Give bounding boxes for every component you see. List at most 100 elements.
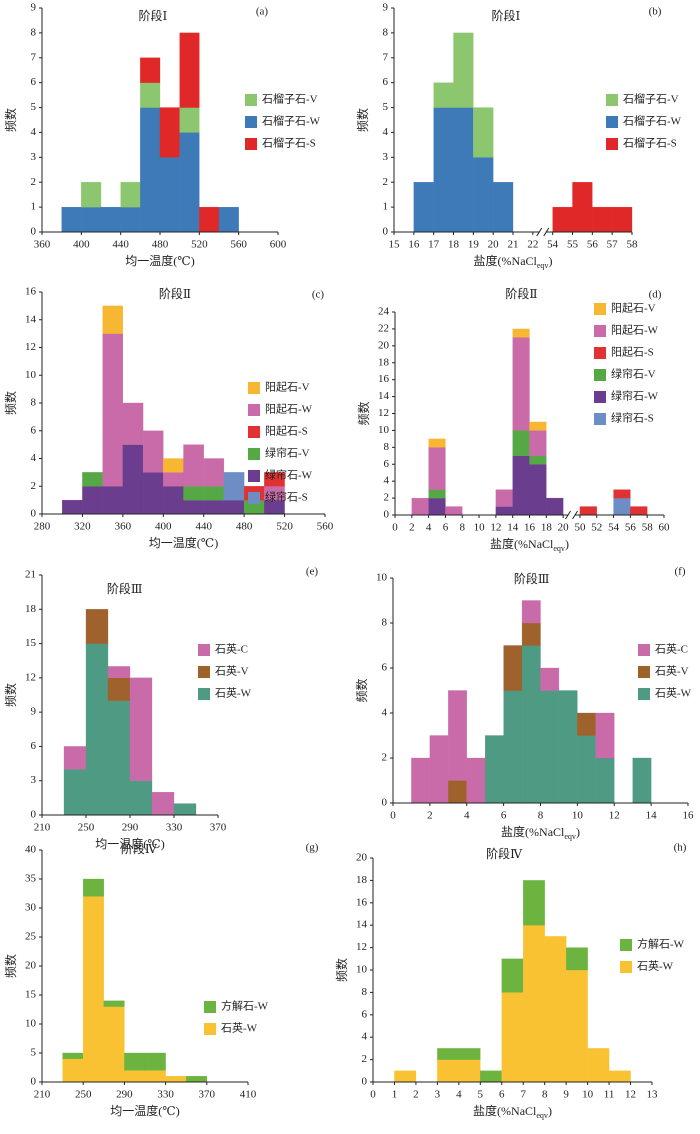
x-tick-label: 11 [604,1089,615,1101]
legend-label: 绿帘石-W [265,468,313,482]
panel-title: 阶段Ⅰ [139,8,168,23]
bar [183,444,204,487]
bar [183,486,204,501]
x-tick-label: 210 [34,822,51,834]
x-tick-label: 10 [474,522,486,534]
bar [179,132,200,233]
bar [81,206,102,233]
x-tick-label: 330 [166,822,183,834]
y-tick-label: 2 [31,480,37,492]
bar [453,107,474,233]
y-axis-label: 频数 [354,678,369,702]
bar [140,107,161,233]
bar [144,1070,166,1083]
x-tick-label: 1 [392,1089,398,1101]
y-tick-label: 6 [383,76,389,88]
x-axis-label-main: 盐度(%NaCl [473,1103,537,1118]
bar [63,746,87,770]
bar [179,32,200,108]
x-axis-label-main: 均一温度(℃) [110,1103,179,1118]
x-tick-label: 0 [390,810,396,822]
bar [413,182,434,233]
x-tick-label: 56 [625,522,637,534]
x-axis-label-main: 盐度(%NaCl [501,824,565,839]
x-tick-label: 4 [464,810,470,822]
legend-swatch [638,644,650,656]
legend-swatch [248,426,260,438]
x-tick-label: 12 [625,1089,636,1101]
bar [61,206,82,233]
legend-swatch [198,644,210,656]
bar [512,455,530,516]
x-axis-label: 盐度(%NaCleqv) [501,824,580,842]
legend-label: 石英-W [215,686,252,700]
legend-label: 石英-V [655,664,689,678]
bar [512,430,530,456]
y-tick-label: 0 [31,1076,37,1088]
bar [632,757,652,804]
legend-swatch [245,138,257,150]
x-tick-label: 600 [270,239,287,251]
bar [203,458,225,487]
x-axis-label-main: 均一温度(℃) [125,253,194,268]
bar [264,472,285,487]
bar [159,157,180,233]
bar [501,992,524,1083]
bar [445,506,463,516]
y-tick-label: 20 [356,852,368,864]
x-tick-label: 7 [520,1089,526,1101]
bar [102,305,124,334]
x-tick-label: 52 [591,522,602,534]
bar [124,1070,146,1083]
y-tick-label: 8 [31,397,37,409]
legend-swatch [594,391,606,403]
bar [163,472,184,487]
legend-label: 方解石-W [637,937,685,951]
y-tick-label: 12 [25,671,36,683]
legend-swatch [606,116,618,128]
legend-label: 石榴子石-S [262,136,316,150]
panel-label: (a) [256,6,269,18]
y-tick-label: 30 [25,902,37,914]
y-tick-label: 10 [378,424,390,436]
x-tick-label: 0 [392,522,398,534]
y-tick-label: 0 [31,809,37,821]
bar [608,1070,631,1083]
y-tick-label: 14 [378,390,390,402]
bar [595,757,615,804]
x-axis-label: 均一温度(℃) [125,253,194,268]
x-tick-label: 440 [195,521,212,533]
legend-swatch [606,94,618,106]
bar [120,206,141,233]
bar [613,489,631,499]
bar [485,735,504,804]
legend-label: 绿帘石-V [611,367,656,381]
bar [129,780,153,816]
y-axis-label: 频数 [3,391,18,415]
bar [529,464,547,516]
y-tick-label: 2 [383,176,389,188]
x-tick-label: 16 [408,239,420,251]
x-tick-label: 370 [199,1089,216,1101]
legend-label: 绿帘石-W [611,389,659,403]
legend-label: 方解石-W [221,999,269,1013]
x-tick-label: 17 [428,239,440,251]
y-tick-label: 14 [25,313,37,325]
x-tick-label: 2 [427,810,433,822]
x-tick-label: 57 [607,239,619,251]
y-axis-label: 频数 [3,954,18,978]
panel-title: 阶段Ⅰ [491,8,520,23]
x-tick-label: 50 [574,522,586,534]
bar [100,206,121,233]
y-tick-label: 4 [31,126,37,138]
panel-label: (d) [649,289,662,301]
x-tick-label: 21 [508,239,519,251]
x-tick-label: 12 [609,810,620,822]
bar [83,896,104,1083]
bar [558,690,578,804]
y-tick-label: 10 [25,369,37,381]
x-tick-label: 18 [448,239,460,251]
legend-label: 阳起石-W [611,324,659,337]
bar [480,1070,502,1083]
